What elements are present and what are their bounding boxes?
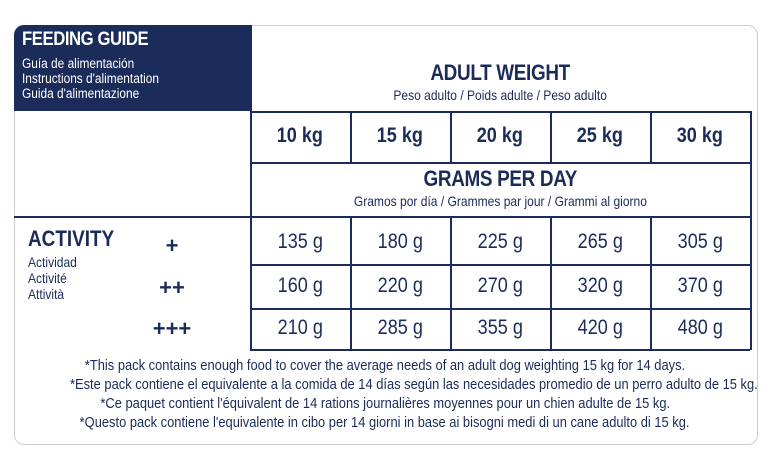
adult-weight-subheading: Peso adulto / Poids adulte / Peso adulto (250, 87, 750, 105)
activity-spanish: Actividad (28, 254, 77, 270)
grid-line (550, 111, 552, 162)
adult-weight-heading: ADULT WEIGHT (250, 60, 750, 86)
grams-cell: 160 g (250, 274, 350, 298)
grams-value: 135 g (277, 230, 323, 253)
grid-line (350, 216, 352, 350)
grams-value: 355 g (477, 316, 523, 339)
activity-level-low: + (165, 233, 179, 258)
grams-value: 420 g (577, 316, 623, 339)
grams-cell: 320 g (550, 274, 650, 298)
grams-cell: 225 g (450, 230, 550, 254)
grams-cell: 420 g (550, 316, 650, 340)
grid-line (450, 216, 452, 350)
adult-weight-subtitle: Peso adulto / Poids adulte / Peso adulto (393, 87, 607, 103)
weight-cell: 15 kg (350, 124, 450, 148)
feeding-guide-title-box: FEEDING GUIDE Guía de alimentación Instr… (14, 25, 250, 111)
activity-level-medium: ++ (159, 275, 185, 300)
grid-line (250, 264, 750, 266)
grid-line (750, 111, 752, 350)
grams-value: 180 g (377, 230, 423, 253)
grams-value: 285 g (377, 316, 423, 339)
grid-line (350, 111, 352, 162)
feeding-guide-title: FEEDING GUIDE (22, 29, 149, 50)
grams-per-day-subheading: Gramos por día / Grammes par jour / Gram… (250, 193, 750, 211)
grams-value: 270 g (477, 274, 523, 297)
grams-value: 220 g (377, 274, 423, 297)
grams-value: 210 g (277, 316, 323, 339)
grams-value: 265 g (577, 230, 623, 253)
weight-cell: 20 kg (450, 124, 550, 148)
activity-level-high: +++ (152, 316, 192, 341)
grid-line (14, 216, 750, 218)
footnote-italian: *Questo pack contiene l'equivalente in c… (14, 414, 756, 431)
grid-line (250, 349, 750, 351)
footnote-text: *Questo pack contiene l'equivalente in c… (80, 414, 690, 431)
grid-line (250, 308, 750, 310)
grid-line (250, 111, 750, 113)
grams-cell: 180 g (350, 230, 450, 254)
activity-title: ACTIVITY (28, 226, 115, 251)
grid-line (250, 25, 252, 350)
footnote-english: *This pack contains enough food to cover… (14, 357, 756, 374)
weight-label: 15 kg (376, 124, 424, 147)
title-french: Instructions d'alimentation (22, 71, 159, 86)
weight-label: 20 kg (476, 124, 524, 147)
weight-label: 30 kg (676, 124, 724, 147)
grams-value: 305 g (677, 230, 723, 253)
title-spanish: Guía de alimentación (22, 56, 135, 71)
grid-line (550, 216, 552, 350)
grams-cell: 265 g (550, 230, 650, 254)
grid-line (450, 111, 452, 162)
grams-cell: 370 g (650, 274, 750, 298)
grams-per-day-subtitle: Gramos por día / Grammes par jour / Gram… (353, 193, 647, 209)
grams-cell: 480 g (650, 316, 750, 340)
grams-cell: 220 g (350, 274, 450, 298)
adult-weight-title: ADULT WEIGHT (430, 60, 570, 85)
weight-cell: 10 kg (250, 124, 350, 148)
grid-line (250, 162, 750, 164)
footnote-french: *Ce paquet contient l'équivalent de 14 r… (14, 395, 756, 412)
grams-per-day-title: GRAMS PER DAY (423, 166, 577, 191)
grams-cell: 210 g (250, 316, 350, 340)
weight-label: 25 kg (576, 124, 624, 147)
footnote-text: *Este pack contiene el equivalente a la … (69, 376, 758, 393)
footnote-spanish: *Este pack contiene el equivalente a la … (14, 376, 758, 393)
grams-value: 370 g (677, 274, 723, 297)
weight-label: 10 kg (276, 124, 324, 147)
grams-value: 320 g (577, 274, 623, 297)
grams-value: 225 g (477, 230, 523, 253)
grams-value: 160 g (277, 274, 323, 297)
weight-cell: 25 kg (550, 124, 650, 148)
grams-cell: 355 g (450, 316, 550, 340)
grams-cell: 305 g (650, 230, 750, 254)
title-italian: Guida d'alimentazione (22, 86, 140, 101)
footnote-text: *Ce paquet contient l'équivalent de 14 r… (100, 395, 670, 412)
activity-italian: Attività (28, 286, 65, 302)
grams-cell: 285 g (350, 316, 450, 340)
activity-french: Activité (28, 270, 67, 286)
grid-line (650, 111, 652, 162)
grams-value: 480 g (677, 316, 723, 339)
grams-cell: 135 g (250, 230, 350, 254)
footnote-text: *This pack contains enough food to cover… (84, 357, 686, 374)
grams-cell: 270 g (450, 274, 550, 298)
weight-cell: 30 kg (650, 124, 750, 148)
grams-per-day-heading: GRAMS PER DAY (250, 166, 750, 192)
grid-line (650, 216, 652, 350)
